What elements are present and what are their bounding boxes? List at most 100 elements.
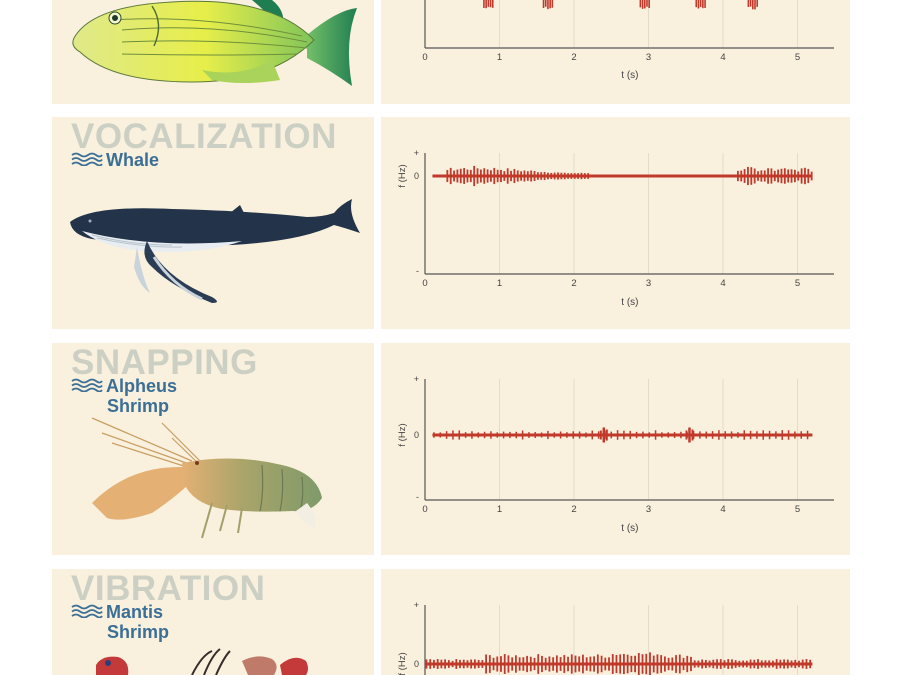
- signal-spike: [552, 657, 555, 671]
- y-axis-label: f (Hz): [397, 652, 408, 675]
- signal-spike: [547, 172, 549, 180]
- signal-spike: [479, 169, 482, 183]
- signal-spike: [641, 0, 644, 9]
- signal-spike: [533, 170, 536, 182]
- signal-spike: [695, 0, 698, 8]
- signal-spike: [685, 430, 688, 440]
- signal-spike: [593, 656, 596, 672]
- signal-spike: [469, 169, 472, 183]
- signal-spike: [544, 657, 547, 671]
- signal-spike: [492, 657, 495, 671]
- signal-spike: [798, 660, 800, 668]
- signal-spike: [493, 167, 496, 185]
- signal-spike: [488, 655, 491, 673]
- signal-spike: [623, 430, 625, 440]
- signal-spike: [540, 172, 543, 180]
- signal-spike: [459, 659, 461, 669]
- signal-spike: [626, 654, 629, 674]
- signal-spike: [466, 169, 469, 183]
- signal-spike: [611, 654, 614, 674]
- signal-spike: [697, 0, 700, 9]
- signal-spike: [458, 430, 461, 440]
- signal-spike: [780, 168, 783, 184]
- signal-spike: [473, 165, 476, 187]
- x-axis-label: t (s): [621, 523, 638, 534]
- signal-spike: [528, 432, 530, 438]
- signal-spike: [654, 430, 657, 440]
- signal-spike: [719, 659, 722, 669]
- signal-spike: [597, 431, 600, 439]
- signal-spike: [738, 660, 741, 668]
- signal-spike: [582, 654, 584, 674]
- signal-spike: [610, 431, 612, 439]
- signal-spike: [445, 431, 448, 439]
- signal-spike: [522, 657, 525, 671]
- signal-spike: [760, 660, 763, 668]
- signal-spike: [756, 0, 758, 7]
- signal-spike: [463, 168, 466, 184]
- x-axis-label: t (s): [621, 70, 638, 81]
- signal-spike: [573, 173, 576, 179]
- signal-spike: [523, 170, 526, 182]
- y-tick-label: -: [416, 266, 419, 276]
- signal-spike: [639, 0, 642, 8]
- signal-spike: [602, 427, 606, 443]
- signal-spike: [570, 654, 573, 674]
- signal-spike: [629, 430, 631, 440]
- x-tick-label: 1: [497, 278, 502, 289]
- signal-spike: [446, 169, 449, 183]
- signal-spike: [704, 0, 706, 8]
- signal-spike: [619, 654, 622, 674]
- x-tick-label: 3: [646, 278, 651, 289]
- animal-card-alpheus: SNAPPING Alpheus Shrimp: [52, 343, 374, 555]
- signal-spike: [652, 655, 655, 673]
- signal-spike: [429, 659, 432, 669]
- signal-spike: [667, 657, 670, 671]
- signal-spike: [605, 429, 608, 441]
- category-title: VOCALIZATION: [71, 117, 337, 156]
- signal-spike: [704, 660, 707, 668]
- x-tick-label: 5: [795, 278, 800, 289]
- signal-plot-whale: +0-0 1 2 3 4 5t (s)f (Hz): [397, 148, 834, 308]
- signal-plot-alpheus: +0-0 1 2 3 4 5t (s)f (Hz): [397, 374, 834, 534]
- signal-spike: [557, 172, 559, 180]
- animal-card-fish: [52, 0, 374, 104]
- signal-spike: [433, 659, 435, 669]
- signal-spike: [563, 172, 566, 180]
- signal-spike: [567, 656, 569, 672]
- species-label: Mantis Shrimp: [71, 601, 169, 642]
- signal-spike: [737, 432, 739, 438]
- y-tick-label: +: [414, 148, 419, 158]
- signal-spike: [477, 432, 480, 438]
- signal-spike: [515, 431, 518, 439]
- signal-spike: [456, 169, 459, 183]
- whale-illustration-icon: [70, 199, 360, 303]
- signal-spike: [544, 0, 547, 7]
- y-tick-label: +: [414, 374, 419, 384]
- signal-spike: [559, 431, 562, 439]
- signal-spike: [466, 660, 469, 668]
- signal-spike: [599, 430, 602, 440]
- signal-spike: [521, 430, 524, 440]
- species-name: Whale: [106, 150, 160, 171]
- signal-spike: [511, 657, 514, 671]
- signal-spike: [572, 431, 575, 439]
- signal-spike: [663, 656, 666, 672]
- signal-spike: [793, 169, 796, 183]
- signal-spike: [567, 173, 569, 179]
- signal-spike: [490, 431, 492, 439]
- signal-spike: [541, 655, 543, 673]
- category-title: SNAPPING: [71, 343, 258, 382]
- signal-spike: [773, 170, 776, 182]
- signal-spike: [762, 430, 764, 440]
- signal-spike: [801, 659, 804, 669]
- signal-spike: [777, 169, 780, 183]
- signal-spike: [783, 168, 786, 184]
- signal-spike: [757, 171, 759, 181]
- y-axis-label: f (Hz): [397, 164, 408, 187]
- signal-spike: [510, 170, 512, 182]
- signal-spike: [661, 432, 663, 438]
- signal-spike: [688, 427, 691, 443]
- signal-spike: [587, 173, 590, 179]
- chart-card-mantis: +0 f (Hz): [381, 569, 850, 675]
